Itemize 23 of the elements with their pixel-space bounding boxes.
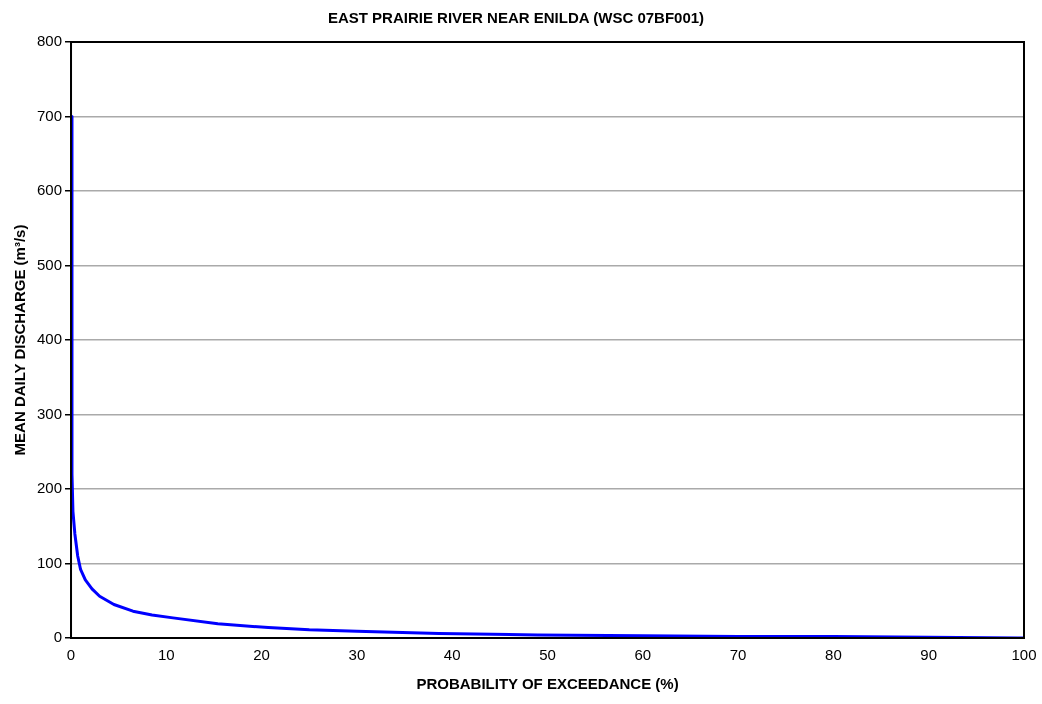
y-tick-label: 600 [37,181,63,199]
x-axis-title: PROBABILITY OF EXCEEDANCE (%) [416,675,679,693]
x-tick-label: 80 [825,646,842,664]
y-tick-label: 0 [53,628,63,646]
x-tick-label: 100 [1011,646,1037,664]
x-tick-label: 70 [729,646,747,664]
x-tick-label: 50 [539,646,556,664]
y-tick-label: 700 [37,106,63,124]
y-tick-label: 400 [37,330,63,348]
y-tick-label: 500 [37,255,63,273]
x-tick-label: 90 [920,646,938,664]
x-tick-label: 0 [66,646,76,664]
chart-title: EAST PRAIRIE RIVER NEAR ENILDA (WSC 07BF001) [327,9,705,27]
y-tick-label: 100 [37,553,63,571]
y-axis-title: MEAN DAILY DISCHARGE (m³/s) [11,224,29,456]
y-tick-label: 800 [37,32,63,50]
x-tick-label: 20 [253,646,270,664]
x-tick-label: 40 [443,646,461,664]
x-tick-label: 10 [157,646,175,664]
y-tick-label: 200 [37,479,63,497]
y-tick-label: 300 [37,404,63,422]
x-tick-label: 30 [348,646,366,664]
x-tick-label: 60 [634,646,652,664]
